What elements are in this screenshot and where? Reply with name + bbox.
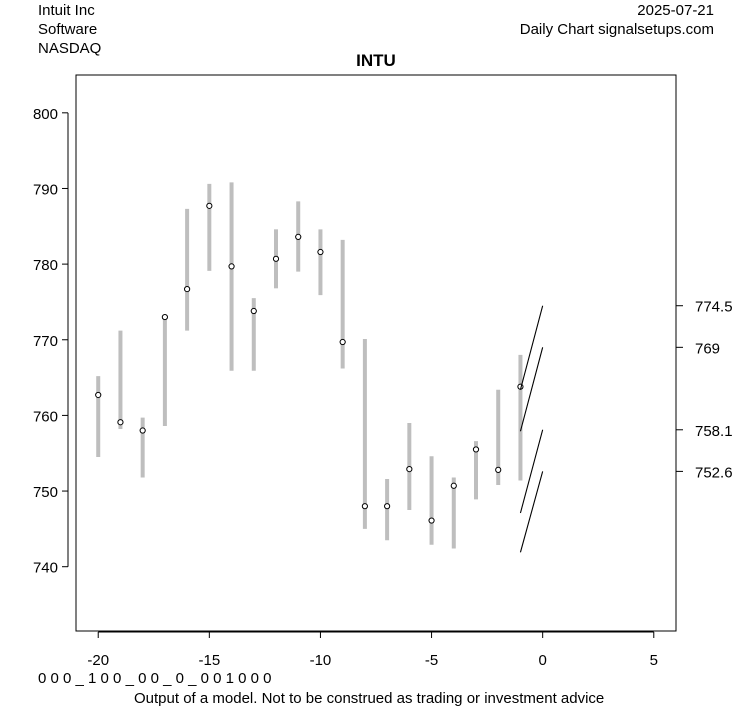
- close-point: [406, 466, 413, 473]
- close-point: [139, 427, 146, 434]
- close-point: [339, 338, 346, 346]
- chart-date: 2025-07-21: [637, 2, 714, 19]
- source-label: Daily Chart signalsetups.com: [519, 21, 714, 38]
- y-tick-label: 740: [33, 560, 58, 577]
- close-point: [428, 517, 435, 524]
- level-label: 769: [695, 340, 720, 357]
- projection-line: [519, 429, 544, 514]
- plot-area: [75, 74, 677, 632]
- close-point: [250, 307, 257, 315]
- level-label: 752.6: [695, 464, 733, 481]
- close-point: [450, 482, 457, 489]
- close-point: [317, 248, 324, 256]
- y-axis: 740 750 760 770 780 790 800: [33, 106, 69, 577]
- y-tick-label: 770: [33, 333, 58, 350]
- level-axis: 774.5 769 758.1 752.6: [676, 299, 733, 481]
- close-point: [206, 202, 213, 209]
- x-tick-label: -5: [425, 652, 438, 669]
- close-point: [295, 233, 302, 240]
- x-tick-label: -15: [198, 652, 220, 669]
- y-tick-label: 750: [33, 484, 58, 501]
- x-tick-label: -20: [87, 652, 109, 669]
- y-tick-label: 790: [33, 181, 58, 198]
- chart-title: INTU: [356, 51, 396, 70]
- projection-line: [519, 471, 544, 553]
- x-axis: -20 -15 -10 -5 0 5: [87, 631, 658, 669]
- bars-group: [95, 182, 524, 549]
- projections-group: [519, 305, 544, 553]
- exchange-label: NASDAQ: [38, 40, 102, 57]
- signal-code: 0 0 0 _ 1 0 0 _ 0 0 _ 0 _ 0 0 1 0 0 0: [38, 670, 272, 687]
- close-point: [495, 466, 502, 473]
- close-point: [161, 313, 168, 321]
- y-tick-label: 760: [33, 408, 58, 425]
- close-point: [228, 263, 235, 270]
- x-tick-label: 5: [650, 652, 658, 669]
- close-point: [361, 503, 368, 510]
- close-point: [95, 391, 102, 399]
- close-point: [272, 255, 280, 262]
- level-label: 774.5: [695, 299, 733, 316]
- sector-label: Software: [38, 21, 98, 38]
- level-label: 758.1: [695, 423, 733, 440]
- x-tick-label: 0: [538, 652, 546, 669]
- x-tick-label: -10: [310, 652, 332, 669]
- projection-line: [519, 347, 544, 432]
- close-point: [117, 419, 124, 426]
- close-point: [184, 285, 191, 293]
- disclaimer: Output of a model. Not to be construed a…: [134, 690, 605, 707]
- company-name: Intuit Inc: [38, 2, 95, 19]
- y-tick-label: 780: [33, 257, 58, 274]
- y-tick-label: 800: [33, 106, 58, 123]
- close-point: [472, 446, 480, 453]
- projection-line: [519, 305, 544, 390]
- close-point: [384, 503, 391, 510]
